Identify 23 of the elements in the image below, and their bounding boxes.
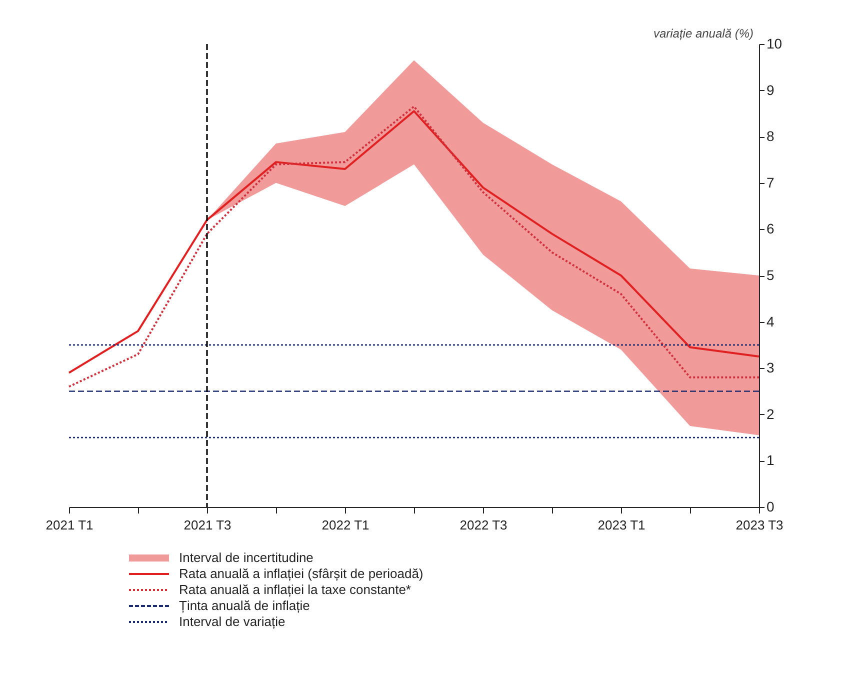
y-axis-title: variație anuală (%) bbox=[653, 26, 754, 40]
y-tick-label: 1 bbox=[766, 452, 774, 468]
x-tick-label: 2023 T1 bbox=[598, 518, 646, 532]
y-tick-label: 2 bbox=[766, 406, 774, 422]
y-tick-label: 3 bbox=[766, 360, 774, 376]
y-tick-label: 5 bbox=[766, 267, 774, 283]
x-tick-label: 2021 T1 bbox=[46, 518, 94, 532]
text: Interval de incertitudine bbox=[179, 550, 314, 565]
x-tick-label: 2023 T3 bbox=[736, 518, 784, 532]
y-tick-label: 7 bbox=[766, 174, 774, 190]
y-tick-label: 0 bbox=[766, 498, 774, 514]
x-tick-label: 2022 T3 bbox=[460, 518, 508, 532]
y-tick-label: 4 bbox=[766, 313, 774, 330]
x-tick-label: 2021 T3 bbox=[184, 518, 232, 532]
legend-label: Rata anuală a inflației la taxe constante* bbox=[179, 582, 411, 597]
legend-label: Interval de variație bbox=[179, 614, 286, 629]
y-tick-label: 8 bbox=[766, 128, 774, 144]
y-tick-label: 9 bbox=[766, 82, 774, 98]
y-tick-label: 10 bbox=[766, 36, 782, 52]
legend-label: Rata anuală a inflației (sfârșit de perioadă) bbox=[179, 566, 424, 581]
legend-label: Ținta anuală de inflație bbox=[179, 598, 310, 613]
y-tick-label: 6 bbox=[766, 220, 774, 237]
x-tick-label: 2022 T1 bbox=[322, 518, 370, 532]
